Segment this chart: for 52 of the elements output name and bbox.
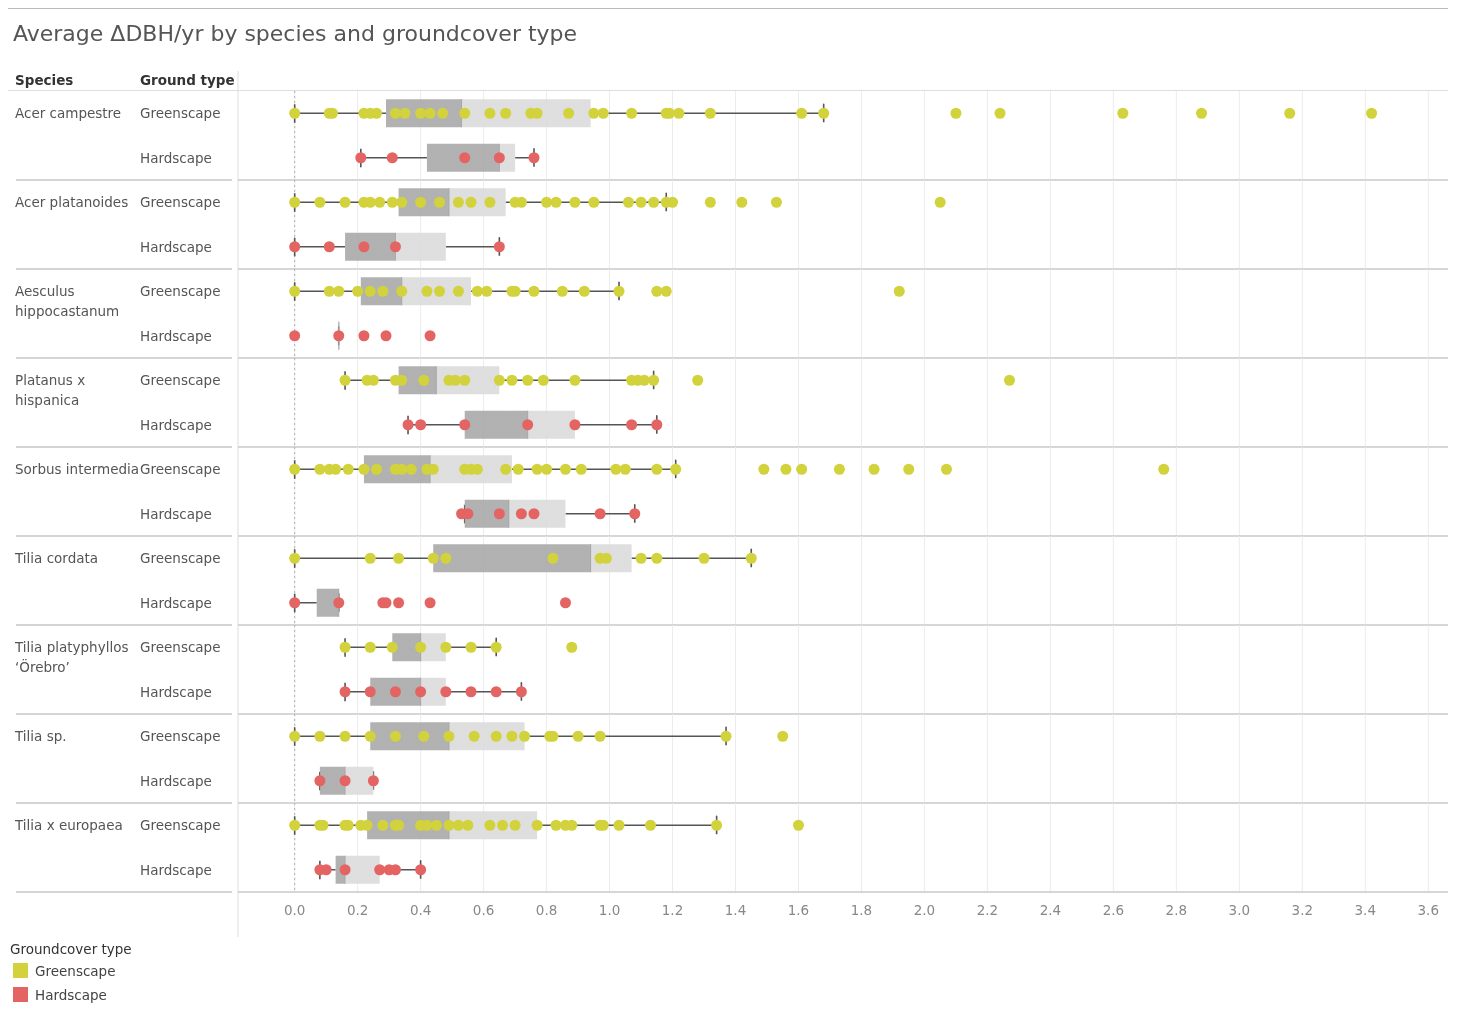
y-tick-label: Hardscape (140, 683, 212, 700)
y-tick-label: Greenscape (140, 550, 221, 567)
x-tick-label: 0.4 (409, 902, 432, 918)
y-axis-title: Platanus x hispanica (15, 372, 86, 408)
y-axis-title: Sorbus intermedia (15, 461, 140, 477)
y-tick-label: Hardscape (140, 861, 212, 878)
y-tick-label: Hardscape (140, 327, 212, 344)
x-tick-label: 0.0 (283, 902, 306, 918)
x-tick-label: 0.6 (472, 902, 495, 918)
chart-title: Average ΔDBH/yr by species and groundcover type (13, 21, 578, 46)
y-tick-label: Greenscape (140, 639, 221, 656)
x-tick-label: 2.4 (1039, 902, 1062, 918)
x-tick-label: 0.2 (346, 902, 369, 918)
y-tick-label: Hardscape (140, 772, 212, 789)
y-axis-title: Tilia x europaea (14, 817, 123, 833)
y-axis-title: Aesculus hippocastanum (15, 283, 120, 319)
y-tick-label: Greenscape (140, 105, 221, 122)
text: Species (15, 72, 74, 88)
text: Ground type (140, 72, 235, 88)
x-tick-label: 3.4 (1354, 902, 1377, 918)
y-tick-label: Hardscape (140, 594, 212, 611)
x-tick-label: 1.8 (850, 902, 873, 918)
x-tick-label: 2.0 (913, 902, 936, 918)
y-tick-label: Greenscape (140, 372, 221, 389)
y-tick-label: Hardscape (140, 238, 212, 255)
legend-label: Hardscape (35, 987, 107, 1003)
x-tick-label: 1.6 (787, 902, 810, 918)
y-tick-label: Greenscape (140, 461, 221, 478)
y-tick-label: Greenscape (140, 817, 221, 834)
y-tick-label: Greenscape (140, 728, 221, 745)
y-axis-title: Tilia sp. (14, 728, 67, 744)
y-axis-title: Acer platanoides (15, 194, 129, 210)
x-tick-label: 0.8 (535, 902, 558, 918)
x-tick-label: 1.4 (724, 902, 747, 918)
x-tick-label: 3.2 (1291, 902, 1314, 918)
y-tick-label: Hardscape (140, 149, 212, 166)
x-tick-label: 1.2 (661, 902, 684, 918)
y-tick-label: Greenscape (140, 283, 221, 300)
x-tick-label: 2.6 (1102, 902, 1125, 918)
x-tick-label: 2.2 (976, 902, 999, 918)
x-tick-label: 1.0 (598, 902, 621, 918)
x-tick-label: 3.6 (1417, 902, 1439, 918)
y-tick-label: Hardscape (140, 416, 212, 433)
y-tick-label: Hardscape (140, 505, 212, 522)
y-axis-title: Tilia platyphyllos ‘Örebro’ (14, 639, 129, 675)
y-tick-label: Greenscape (140, 194, 221, 211)
x-tick-label: 3.0 (1228, 902, 1251, 918)
legend-title: Groundcover type (10, 941, 132, 957)
x-tick-label: 2.8 (1165, 902, 1188, 918)
legend-label: Greenscape (35, 963, 116, 979)
y-axis-title: Tilia cordata (14, 550, 99, 566)
y-axis-title: Acer campestre (15, 105, 122, 121)
